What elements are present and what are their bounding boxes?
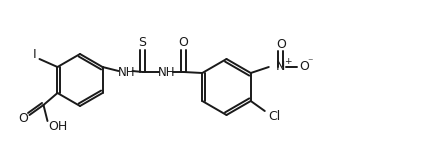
Text: OH: OH [48, 119, 67, 133]
Text: NH: NH [158, 67, 175, 79]
Text: O: O [276, 37, 286, 51]
Text: I: I [33, 48, 36, 61]
Text: ⁻: ⁻ [307, 57, 312, 67]
Text: S: S [139, 36, 146, 49]
Text: NH: NH [118, 66, 135, 79]
Text: N: N [276, 61, 286, 73]
Text: O: O [19, 112, 29, 125]
Text: +: + [284, 58, 292, 67]
Text: Cl: Cl [269, 109, 281, 122]
Text: O: O [178, 36, 188, 49]
Text: O: O [299, 61, 309, 73]
